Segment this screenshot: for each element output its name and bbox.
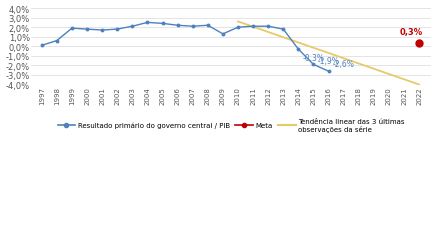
Text: -2,6%: -2,6%: [333, 59, 354, 68]
Legend: Resultado primário do governo central / PIB, Meta, Tendência linear das 3 última: Resultado primário do governo central / …: [55, 115, 408, 135]
Text: -1,9%: -1,9%: [318, 57, 339, 66]
Text: -0,3%: -0,3%: [303, 54, 324, 63]
Text: 0,3%: 0,3%: [400, 27, 423, 37]
